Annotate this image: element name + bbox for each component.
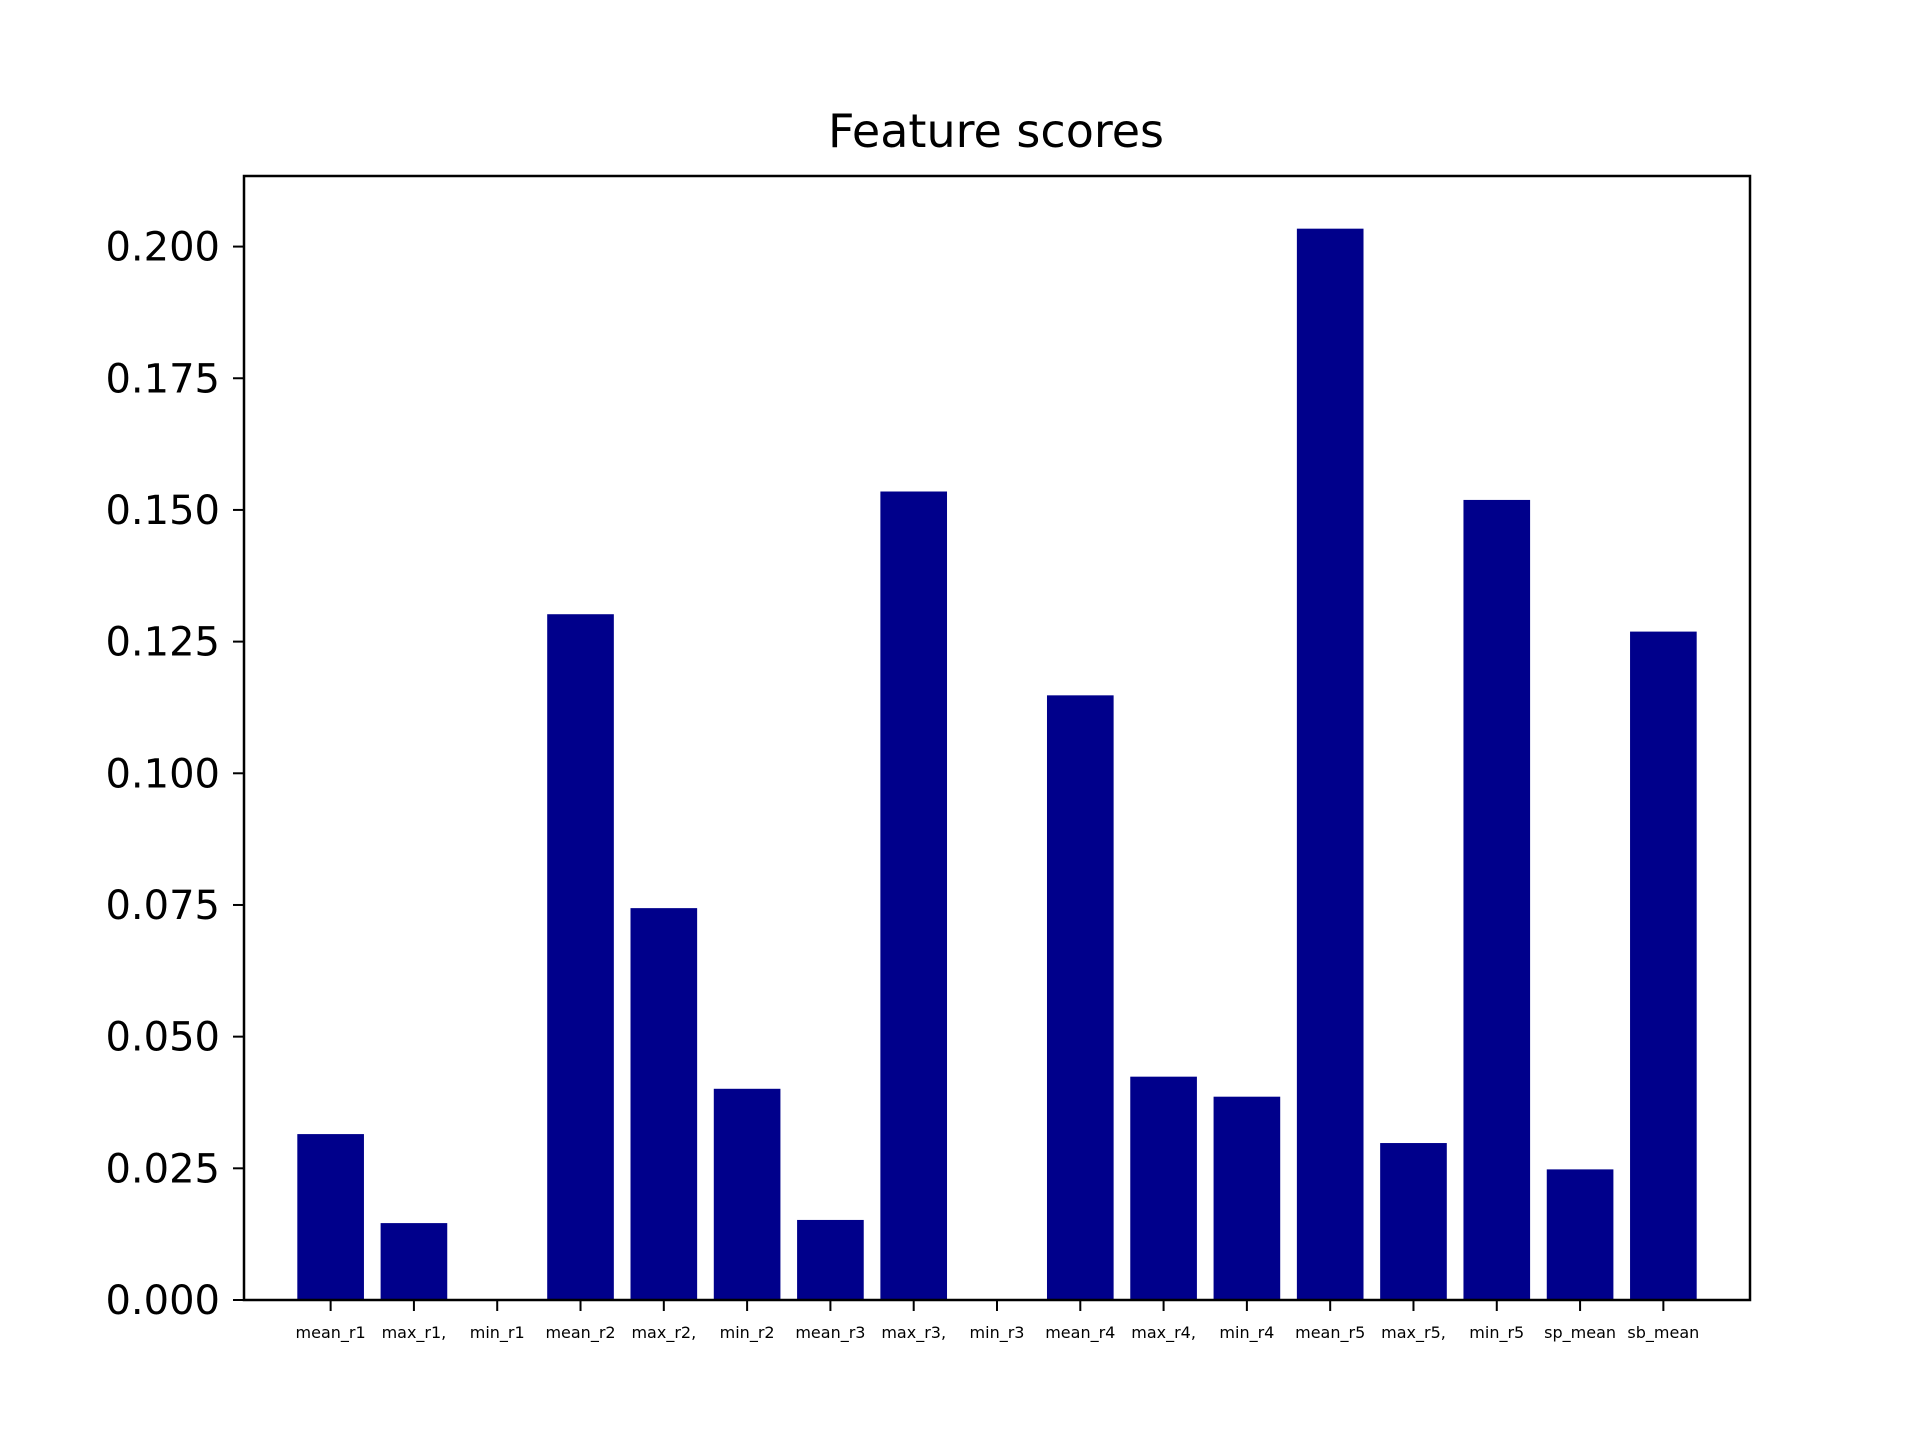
bar-max_r1: [380, 1223, 448, 1300]
x-tick-label: max_r2,: [631, 1323, 696, 1343]
bar-mean_r3: [797, 1219, 864, 1300]
x-tick-label: sp_mean: [1544, 1323, 1616, 1343]
x-tick-label: sb_mean: [1627, 1323, 1699, 1343]
x-tick-label: min_r3: [970, 1323, 1025, 1343]
y-tick-label: 0.150: [105, 488, 220, 534]
x-tick-label: min_r5: [1469, 1323, 1524, 1343]
bar-min_r5: [1463, 499, 1531, 1300]
x-tick-label: max_r1,: [382, 1323, 447, 1343]
bar-max_r4: [1130, 1076, 1197, 1300]
x-tick-label: max_r3,: [881, 1323, 946, 1343]
x-tick-label: mean_r1: [296, 1323, 366, 1343]
x-tick-label: max_r5,: [1381, 1323, 1446, 1343]
bar-sb_mean: [1630, 631, 1697, 1300]
y-tick-label: 0.050: [105, 1015, 220, 1061]
y-tick-label: 0.125: [105, 620, 220, 666]
bar-max_r3: [880, 491, 948, 1300]
bar-max_r2: [630, 908, 698, 1300]
bar-min_r2: [713, 1088, 781, 1300]
x-tick-label: min_r1: [470, 1323, 525, 1343]
x-axis-ticks: mean_r1 max_r1, min_r1 mean_r2 max_r2, min_r2…: [296, 1300, 1699, 1343]
bars-group: [297, 228, 1697, 1300]
x-tick-label: mean_r5: [1295, 1323, 1365, 1343]
chart-title: Feature scores: [828, 104, 1164, 158]
x-tick-label: min_r2: [720, 1323, 775, 1343]
x-tick-label: min_r4: [1219, 1323, 1274, 1343]
y-axis-ticks: 0.000 0.025 0.050 0.075 0.100 0.125 0.150 0.175…: [105, 225, 244, 1324]
y-tick-label: 0.025: [105, 1146, 220, 1192]
bar-min_r4: [1213, 1096, 1281, 1300]
x-tick-label: mean_r3: [795, 1323, 865, 1343]
y-tick-label: 0.075: [105, 883, 220, 929]
y-tick-label: 0.175: [105, 356, 220, 402]
x-tick-label: mean_r4: [1045, 1323, 1115, 1343]
bar-mean_r2: [547, 614, 614, 1300]
bar-max_r5: [1380, 1143, 1447, 1300]
bar-mean_r1: [297, 1134, 364, 1300]
x-tick-label: max_r4,: [1131, 1323, 1196, 1343]
bar-mean_r4: [1046, 695, 1114, 1300]
bar-sp_mean: [1546, 1169, 1614, 1300]
x-tick-label: mean_r2: [545, 1323, 615, 1343]
axes-frame: [242, 174, 1752, 1302]
y-tick-label: 0.100: [105, 751, 220, 797]
y-tick-label: 0.200: [105, 225, 220, 271]
y-tick-label: 0.000: [105, 1278, 220, 1324]
bar-mean_r5: [1296, 228, 1364, 1300]
